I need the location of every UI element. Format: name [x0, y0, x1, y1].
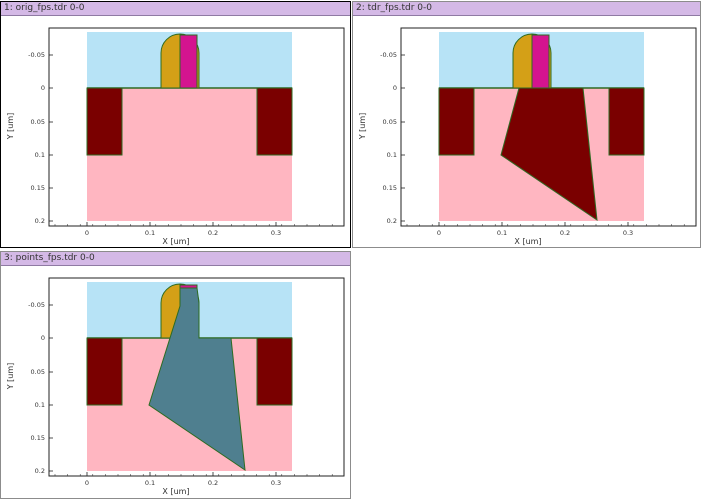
x-tick-label: 0.3: [271, 229, 281, 237]
structure-plot[interactable]: 0 0.1 0.2 0.3 -0.05 0 0.05 0.1 0.15 0.2 X [um] Y [u…: [353, 16, 700, 247]
y-tick-label: 0.2: [387, 217, 397, 225]
x-tick-label: 0.1: [145, 229, 155, 237]
x-tick-label: 0.2: [208, 229, 218, 237]
inserted-region: [148, 287, 246, 472]
structure-plot[interactable]: 0 0.1 0.2 0.3 -0.05 0 0.05 0.1 0.15 0.2 X [um] Y [u…: [1, 266, 350, 498]
gate-region: [531, 34, 550, 89]
x-tick-label: 0.2: [208, 479, 218, 487]
isolation-right: [256, 87, 293, 156]
y-tick-label: 0.1: [387, 151, 397, 159]
device-structure: [86, 282, 293, 472]
y-tick-label: 0.15: [31, 184, 45, 192]
x-tick-label: 0.3: [271, 479, 281, 487]
y-tick-label: 0.15: [31, 434, 45, 442]
isolation-left: [438, 87, 475, 156]
y-tick-label: 0.05: [383, 118, 397, 126]
panel-title[interactable]: 2: tdr_fps.tdr 0-0: [353, 2, 700, 16]
isolation-right: [608, 87, 645, 156]
panel-title[interactable]: 1: orig_fps.tdr 0-0: [1, 2, 350, 16]
x-tick-label: 0: [85, 479, 89, 487]
axes-frame: [400, 27, 697, 227]
x-tick-label: 0.3: [623, 229, 633, 237]
y-tick-label: -0.05: [380, 51, 397, 59]
y-tick-label: 0.1: [35, 151, 45, 159]
device-structure: [438, 32, 645, 222]
y-tick-label: 0: [393, 84, 397, 92]
x-axis-label: X [um]: [162, 487, 189, 496]
isolation-left: [86, 337, 123, 406]
y-tick-label: 0.1: [35, 401, 45, 409]
x-axis-label: X [um]: [514, 237, 541, 246]
x-tick-label: 0.1: [145, 479, 155, 487]
plot-axes: 0 0.1 0.2 0.3 -0.05 0 0.05 0.1 0.15 0.2 X [um] Y [u…: [358, 27, 697, 246]
x-tick-label: 0: [437, 229, 441, 237]
y-tick-label: 0.15: [383, 184, 397, 192]
x-tick-label: 0: [85, 229, 89, 237]
axes-frame: [48, 277, 345, 477]
plot-axes: 0 0.1 0.2 0.3 -0.05 0 0.05 0.1 0.15 0.2 X [um] Y [u…: [6, 277, 345, 496]
isolation-left: [86, 87, 123, 156]
isolation-right: [256, 337, 293, 406]
y-tick-label: 0.05: [31, 118, 45, 126]
axes-frame: [48, 27, 345, 227]
structure-plot[interactable]: 0 0.1 0.2 0.3 -0.05 0 0.05 0.1 0.15 0.2 X [um] Y [u…: [1, 16, 350, 247]
y-tick-label: 0.05: [31, 368, 45, 376]
y-tick-label: 0.2: [35, 467, 45, 475]
y-tick-label: 0: [41, 84, 45, 92]
x-tick-label: 0.2: [560, 229, 570, 237]
y-axis-label: Y [um]: [6, 363, 15, 391]
plot-axes: 0 0.1 0.2 0.3 -0.05 0 0.05 0.1 0.15 0.2 X [um] Y [u…: [6, 27, 345, 246]
inserted-region: [500, 87, 598, 222]
viewport-panel-1[interactable]: 1: orig_fps.tdr 0-0 0 0.1 0.2 0.3 -0.05 0 0.05…: [0, 1, 351, 248]
x-tick-label: 0.1: [497, 229, 507, 237]
y-axis-label: Y [um]: [6, 113, 15, 141]
viewport-panel-3[interactable]: 3: points_fps.tdr 0-0 0 0.1 0.2 0.3 -0.05 0 0.…: [0, 251, 351, 499]
x-axis-label: X [um]: [162, 237, 189, 246]
y-tick-label: 0.2: [35, 217, 45, 225]
gate-region: [179, 34, 198, 89]
y-tick-label: -0.05: [28, 301, 45, 309]
y-tick-label: 0: [41, 334, 45, 342]
viewport-panel-2[interactable]: 2: tdr_fps.tdr 0-0 0 0.1 0.2 0.3 -0.05 0 0.05 0…: [352, 1, 701, 248]
y-axis-label: Y [um]: [358, 113, 367, 141]
panel-title[interactable]: 3: points_fps.tdr 0-0: [1, 252, 350, 266]
y-tick-label: -0.05: [28, 51, 45, 59]
device-structure: [86, 32, 293, 221]
